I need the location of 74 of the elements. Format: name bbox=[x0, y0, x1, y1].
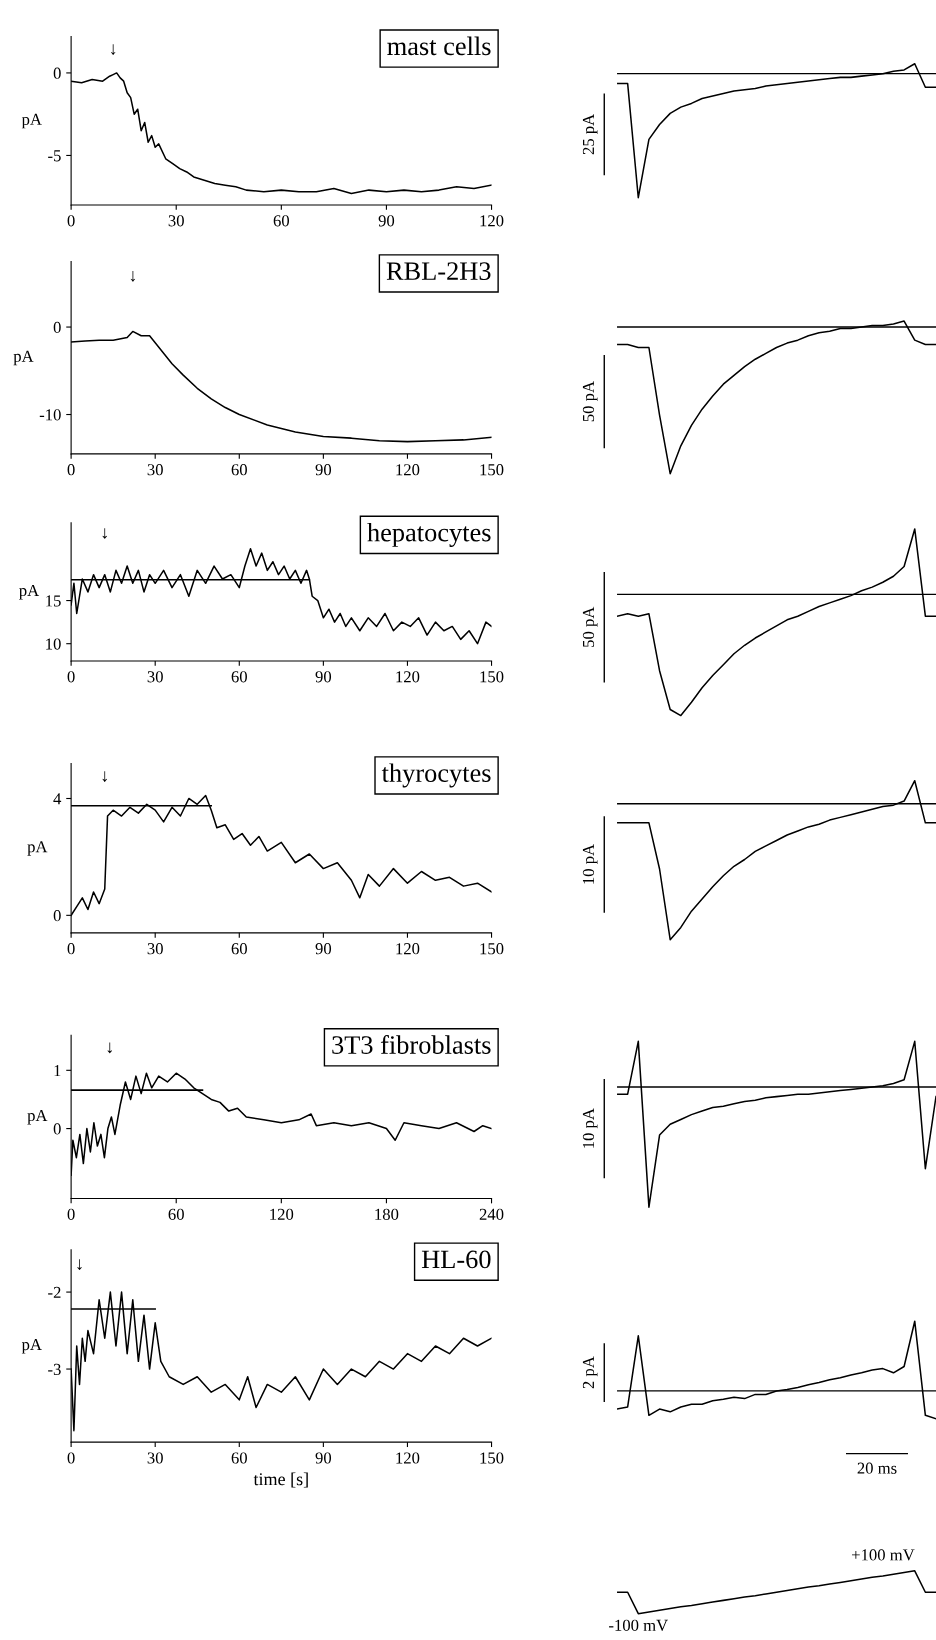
x-tick-label: 60 bbox=[231, 464, 247, 476]
x-tick-label: 150 bbox=[480, 671, 504, 683]
x-tick-label: 120 bbox=[480, 215, 504, 227]
annotation: ↓ bbox=[130, 271, 136, 282]
y-tick-label: 0 bbox=[53, 1123, 61, 1135]
x-tick-label: 60 bbox=[231, 671, 247, 683]
x-tick-label: 0 bbox=[67, 671, 75, 683]
text: 25 pA bbox=[582, 113, 598, 155]
chart-title: hepatocytes bbox=[367, 522, 491, 547]
x-tick-label: 90 bbox=[315, 671, 332, 683]
x-tick-label: 60 bbox=[168, 1208, 184, 1220]
text: 10 pA bbox=[582, 844, 598, 884]
y-axis-title: pA bbox=[13, 350, 34, 366]
x-tick-label: 150 bbox=[480, 1452, 504, 1464]
x-tick-label: 0 bbox=[67, 943, 75, 955]
text: 50 pA bbox=[582, 606, 598, 647]
y-tick-label: 0 bbox=[53, 67, 61, 79]
text: 10 pA bbox=[582, 1108, 598, 1148]
y-axis-title: pA bbox=[21, 113, 42, 129]
text: 50 pA bbox=[582, 381, 598, 422]
y-tick-label: -5 bbox=[48, 150, 61, 162]
annotation: ↓ bbox=[102, 771, 107, 782]
x-tick-label: 0 bbox=[67, 464, 75, 476]
y-tick-label: -3 bbox=[48, 1363, 61, 1375]
x-tick-label: 120 bbox=[396, 464, 420, 476]
x-tick-label: 30 bbox=[147, 1452, 163, 1464]
y-axis-title: pA bbox=[19, 584, 40, 600]
y-tick-label: 4 bbox=[53, 793, 62, 805]
x-tick-label: 30 bbox=[168, 215, 184, 227]
x-tick-label: 180 bbox=[375, 1208, 399, 1220]
y-tick-label: -10 bbox=[39, 409, 61, 421]
chart-title: thyrocytes bbox=[381, 763, 491, 788]
annotation: ↓ bbox=[77, 1259, 82, 1271]
x-tick-label: 60 bbox=[231, 943, 247, 955]
y-tick-label: 15 bbox=[46, 595, 61, 607]
text: -100 mV bbox=[609, 1619, 668, 1632]
y-axis-title: pA bbox=[27, 1109, 48, 1125]
x-tick-label: 120 bbox=[396, 943, 420, 955]
x-tick-label: 150 bbox=[480, 464, 504, 476]
y-tick-label: 0 bbox=[53, 910, 61, 922]
chart-title: RBL-2H3 bbox=[386, 262, 491, 281]
text: +100 mV bbox=[852, 1549, 915, 1561]
x-axis-title: time [s] bbox=[253, 1472, 308, 1488]
annotation: ↓ bbox=[102, 528, 107, 539]
x-tick-label: 0 bbox=[67, 1208, 75, 1220]
x-tick-label: 0 bbox=[67, 215, 75, 227]
x-tick-label: 30 bbox=[147, 464, 163, 476]
x-tick-label: 30 bbox=[147, 943, 163, 955]
x-tick-label: 60 bbox=[273, 215, 290, 227]
y-tick-label: 1 bbox=[54, 1065, 61, 1077]
x-tick-label: 90 bbox=[315, 464, 332, 476]
x-tick-label: 90 bbox=[315, 943, 332, 955]
text: 2 pA bbox=[582, 1356, 598, 1389]
chart-title: HL-60 bbox=[421, 1250, 491, 1269]
annotation: ↓ bbox=[107, 1042, 112, 1054]
x-tick-label: 60 bbox=[231, 1452, 247, 1464]
chart-title: mast cells bbox=[387, 36, 491, 56]
y-tick-label: 0 bbox=[53, 321, 61, 333]
annotation: ↓ bbox=[111, 44, 116, 55]
x-tick-label: 90 bbox=[315, 1452, 332, 1464]
x-tick-label: 120 bbox=[270, 1208, 294, 1220]
x-tick-label: 0 bbox=[67, 1452, 75, 1464]
x-tick-label: 120 bbox=[396, 1452, 420, 1464]
x-tick-label: 30 bbox=[147, 671, 163, 683]
x-tick-label: 240 bbox=[479, 1208, 504, 1220]
y-axis-title: pA bbox=[21, 1338, 42, 1354]
y-tick-label: 10 bbox=[46, 638, 61, 650]
x-tick-label: 120 bbox=[396, 671, 420, 683]
y-tick-label: -2 bbox=[48, 1286, 61, 1298]
x-tick-label: 150 bbox=[480, 943, 504, 955]
chart-title: 3T3 fibroblasts bbox=[332, 1035, 491, 1054]
text: 20 ms bbox=[857, 1462, 897, 1474]
y-axis-title: pA bbox=[27, 841, 48, 856]
x-tick-label: 90 bbox=[378, 215, 395, 227]
